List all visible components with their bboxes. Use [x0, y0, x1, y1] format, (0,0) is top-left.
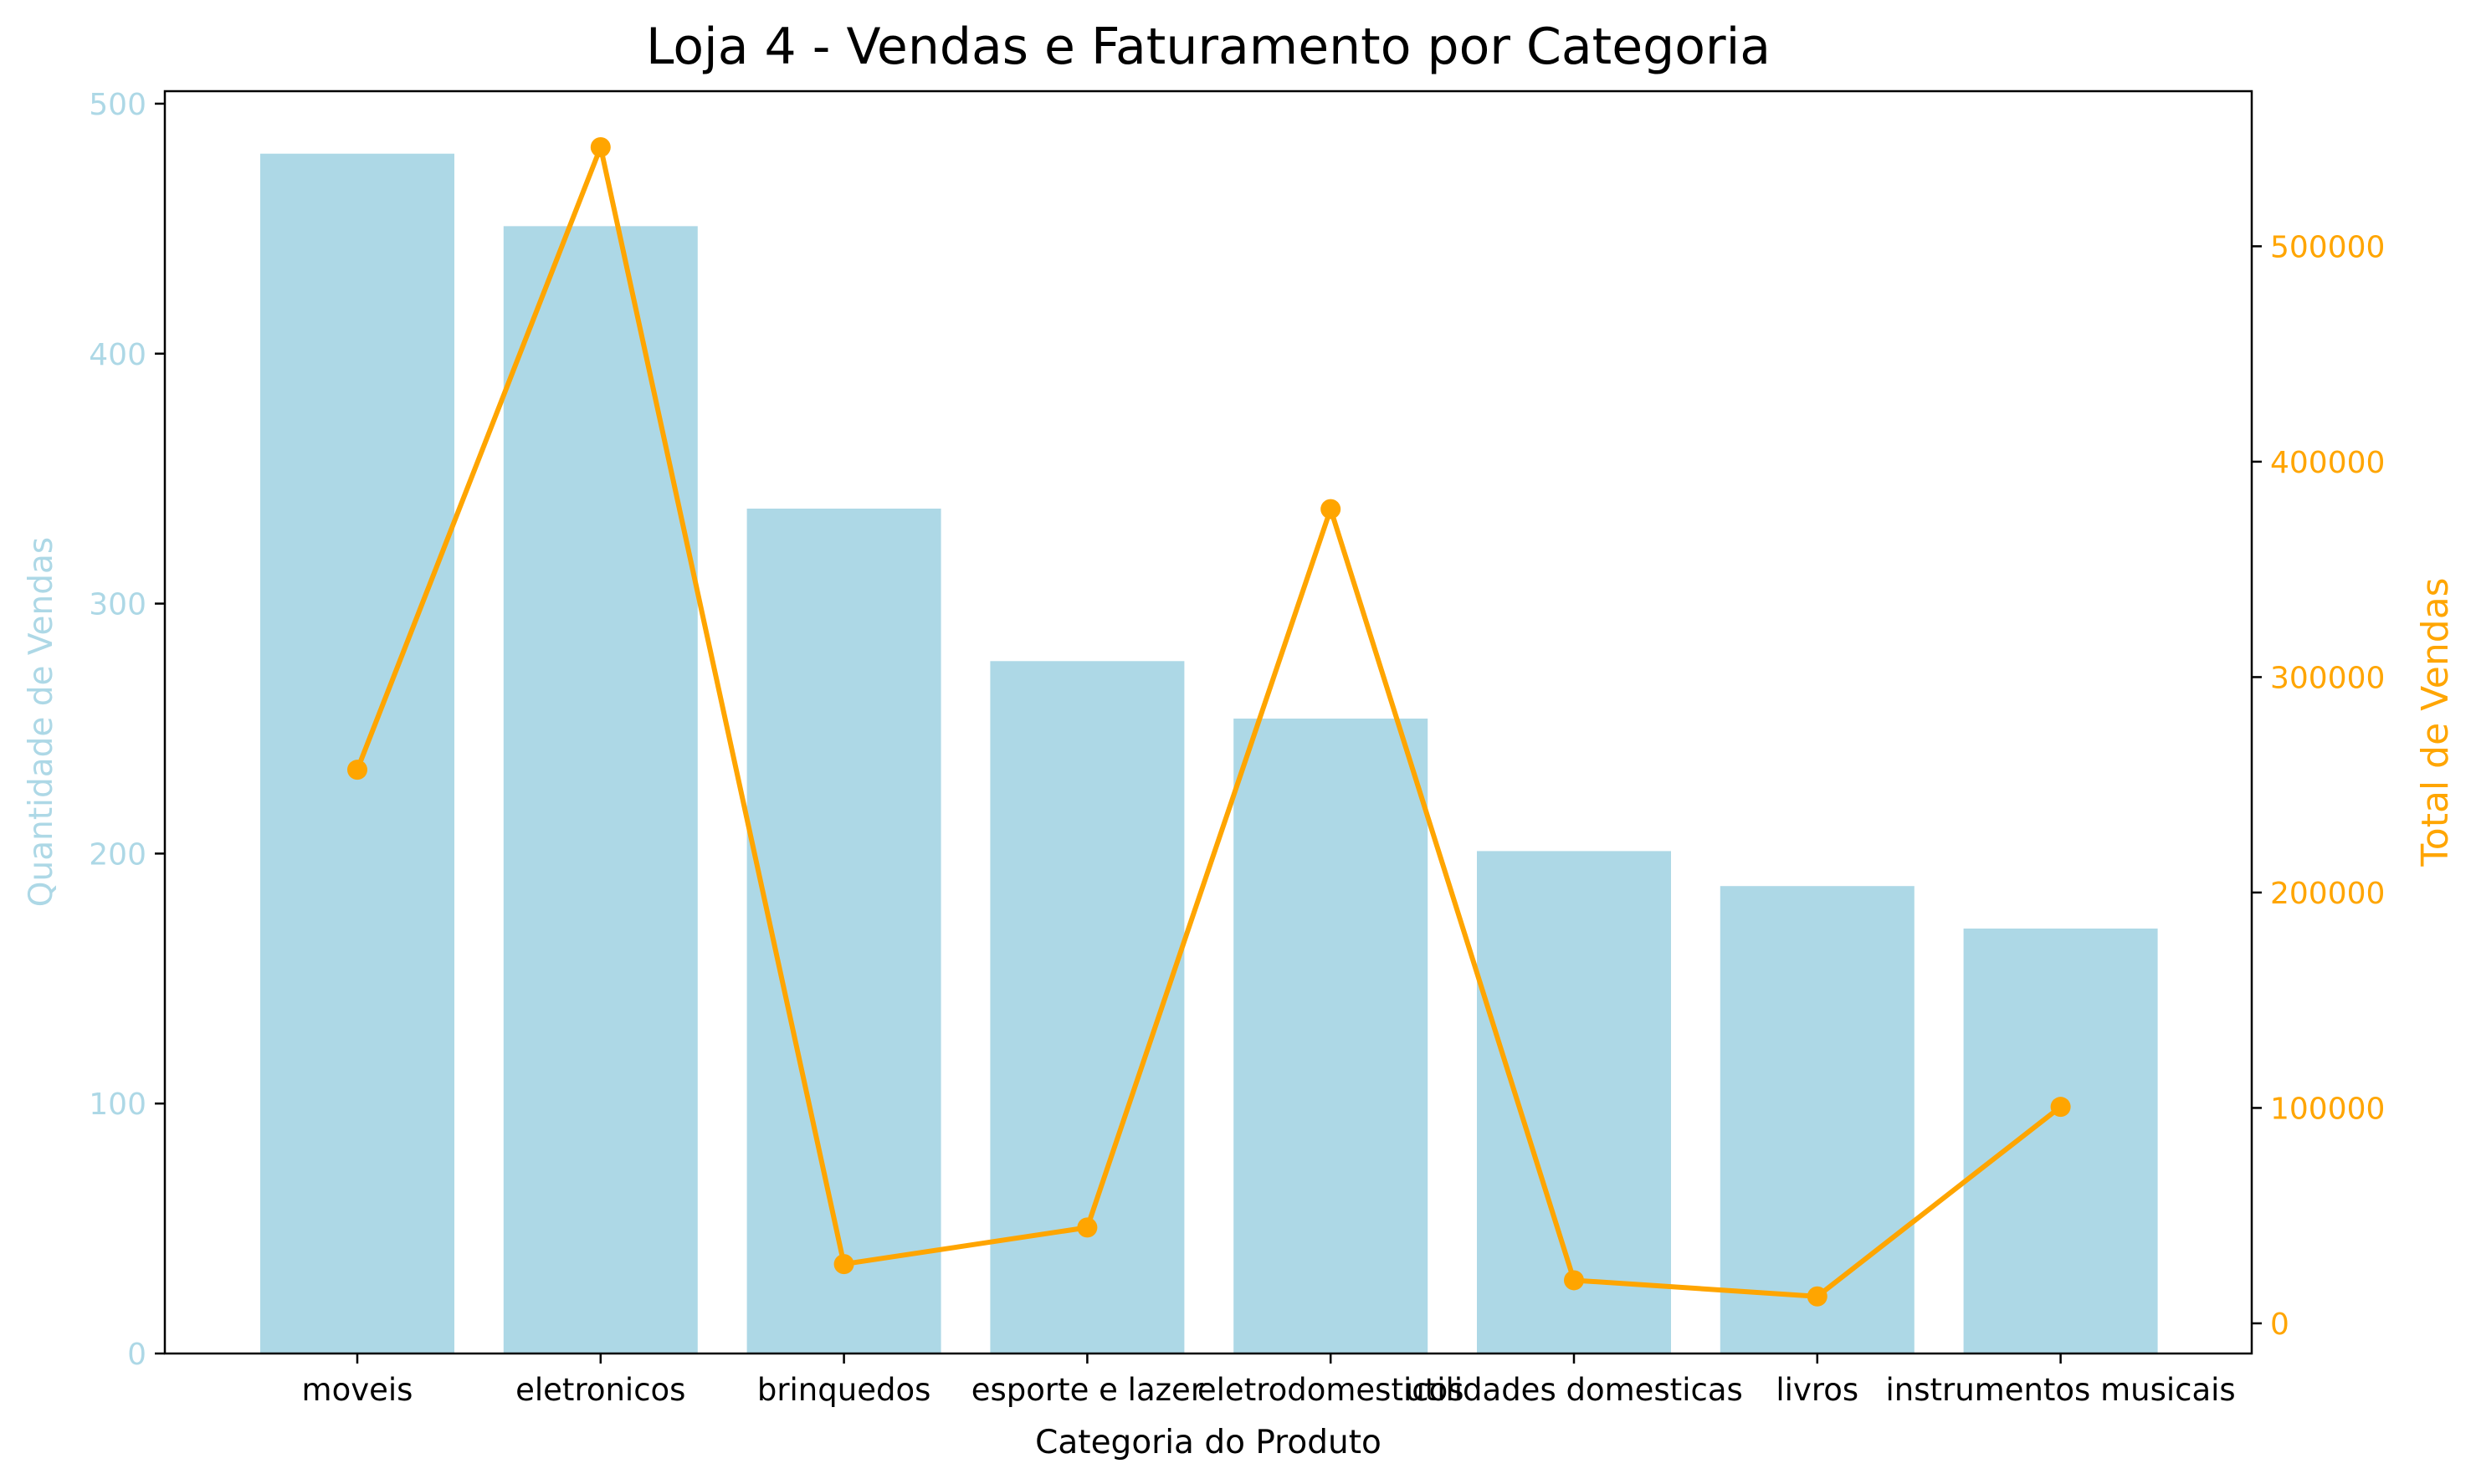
left-tick-label-5: 500 [89, 88, 146, 122]
total-sales-line [355, 144, 2063, 1299]
right-axis-ticks: 0 100000 200000 300000 400000 500000 [2252, 230, 2385, 1342]
x-tick-label-0: moveis [302, 1372, 413, 1408]
x-tick-label-1: eletronicos [515, 1372, 685, 1408]
x-tick-label-5: utilidades domesticas [1405, 1372, 1743, 1408]
right-tick-label-1: 100000 [2270, 1092, 2385, 1126]
x-tick-label-6: livros [1776, 1372, 1858, 1408]
x-axis-ticks: moveis eletronicos brinquedos esporte e laz… [302, 1354, 2236, 1408]
line-point-4 [1320, 499, 1341, 519]
bar-6 [1720, 886, 1915, 1354]
x-axis-label: Categoria do Produto [1035, 1424, 1381, 1461]
line-point-7 [2050, 1097, 2071, 1118]
plot-frame [163, 90, 2253, 1355]
chart-title: Loja 4 - Vendas e Faturamento por Catego… [646, 18, 1771, 76]
left-axis-ticks: 0 100 200 300 400 500 [89, 88, 165, 1372]
bar-4 [1233, 719, 1428, 1354]
right-tick-label-3: 300000 [2270, 661, 2385, 695]
line-layer [347, 136, 2071, 1307]
bar-2 [746, 509, 941, 1354]
line-point-6 [1807, 1286, 1827, 1307]
right-axis-label: Total de Vendas [2414, 577, 2457, 867]
x-tick-label-3: esporte e lazer [971, 1372, 1204, 1408]
left-axis-label: Quantidade de Vendas [23, 537, 60, 907]
right-tick-label-4: 400000 [2270, 446, 2385, 480]
right-tick-label-2: 200000 [2270, 877, 2385, 911]
bar-1 [503, 226, 698, 1354]
left-tick-label-4: 400 [89, 338, 146, 372]
right-tick-label-5: 500000 [2270, 230, 2385, 264]
bar-5 [1477, 851, 1671, 1354]
x-tick-label-7: instrumentos musicais [1885, 1372, 2235, 1408]
left-tick-label-2: 200 [89, 837, 146, 872]
line-point-1 [590, 136, 611, 157]
bar-0 [260, 153, 454, 1354]
left-tick-label-0: 0 [127, 1338, 146, 1372]
right-tick-label-0: 0 [2270, 1307, 2289, 1342]
left-tick-label-1: 100 [89, 1087, 146, 1122]
bars-layer [260, 153, 2158, 1354]
left-tick-label-3: 300 [89, 588, 146, 622]
bar-7 [1963, 929, 2158, 1354]
line-point-3 [1077, 1217, 1098, 1238]
line-point-5 [1564, 1270, 1584, 1291]
bar-3 [990, 661, 1185, 1354]
x-tick-label-2: brinquedos [757, 1372, 931, 1408]
line-point-2 [833, 1254, 854, 1275]
x-tick-label-4: eletrodomesticos [1197, 1372, 1464, 1408]
line-point-0 [347, 760, 367, 780]
